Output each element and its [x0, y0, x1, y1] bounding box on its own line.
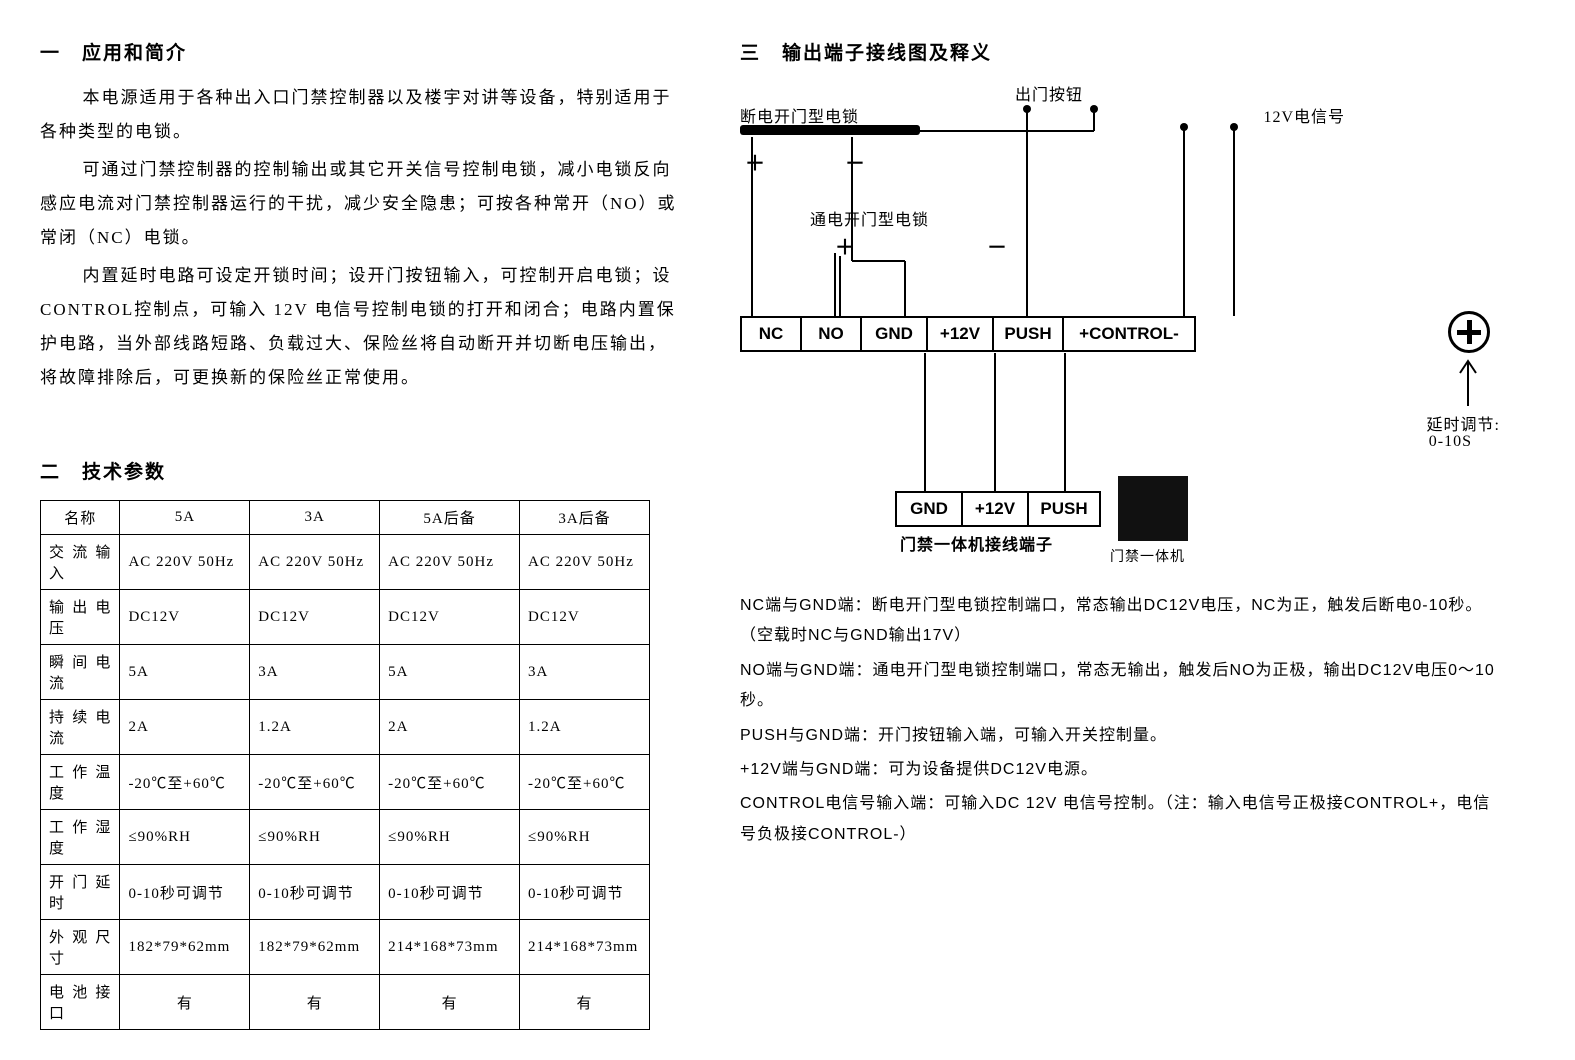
section1-para-1: 可通过门禁控制器的控制输出或其它开关信号控制电锁，减小电锁反向感应电流对门禁控制…: [40, 153, 680, 255]
table-header: 3A后备: [520, 501, 650, 535]
table-cell: ≤90%RH: [520, 810, 650, 865]
table-cell: 有: [520, 975, 650, 1030]
section1-title: 一 应用和简介: [40, 38, 680, 65]
table-cell: 瞬间电流: [41, 645, 120, 700]
table-cell: 电池接口: [41, 975, 120, 1030]
table-cell: -20℃至+60℃: [250, 755, 380, 810]
table-cell: 214*168*73mm: [380, 920, 520, 975]
table-cell: 持续电流: [41, 700, 120, 755]
table-cell: 5A: [120, 645, 250, 700]
table-cell: 工作温度: [41, 755, 120, 810]
table-header: 名称: [41, 501, 120, 535]
section1-para-2: 内置延时电路可设定开锁时间；设开门按钮输入，可控制开启电锁；设CONTROL控制…: [40, 259, 680, 395]
explanation-line: CONTROL电信号输入端：可输入DC 12V 电信号控制。（注：输入电信号正极…: [740, 789, 1500, 850]
table-header: 5A: [120, 501, 250, 535]
section2-title: 二 技术参数: [40, 457, 680, 484]
explanation-line: NO端与GND端：通电开门型电锁控制端口，常态无输出，触发后NO为正极，输出DC…: [740, 656, 1500, 717]
table-header: 5A后备: [380, 501, 520, 535]
table-cell: 3A: [250, 645, 380, 700]
table-cell: -20℃至+60℃: [120, 755, 250, 810]
explanation-line: PUSH与GND端：开门按钮输入端，可输入开关控制量。: [740, 721, 1500, 751]
table-cell: 1.2A: [520, 700, 650, 755]
table-cell: 工作湿度: [41, 810, 120, 865]
table-cell: 输出电压: [41, 590, 120, 645]
table-cell: 交流输入: [41, 535, 120, 590]
table-cell: 开门延时: [41, 865, 120, 920]
table-cell: 2A: [380, 700, 520, 755]
table-cell: 0-10秒可调节: [380, 865, 520, 920]
explanation-line: NC端与GND端：断电开门型电锁控制端口，常态输出DC12V电压，NC为正，触发…: [740, 591, 1500, 652]
table-cell: 0-10秒可调节: [120, 865, 250, 920]
table-cell: 0-10秒可调节: [520, 865, 650, 920]
section3-title: 三 输出端子接线图及释义: [740, 38, 1500, 65]
table-header: 3A: [250, 501, 380, 535]
table-cell: DC12V: [120, 590, 250, 645]
table-cell: AC 220V 50Hz: [250, 535, 380, 590]
table-cell: 有: [120, 975, 250, 1030]
table-cell: 1.2A: [250, 700, 380, 755]
table-cell: AC 220V 50Hz: [520, 535, 650, 590]
wiring-diagram: 出门按钮 断电开门型电锁 12V电信号 ＋ － 通电开门型电锁 ＋ － NCNO…: [740, 81, 1500, 581]
table-cell: 182*79*62mm: [120, 920, 250, 975]
table-cell: 214*168*73mm: [520, 920, 650, 975]
table-cell: ≤90%RH: [120, 810, 250, 865]
table-cell: DC12V: [520, 590, 650, 645]
table-cell: 0-10秒可调节: [250, 865, 380, 920]
table-cell: 外观尺寸: [41, 920, 120, 975]
spec-table: 名称5A3A5A后备3A后备交流输入AC 220V 50HzAC 220V 50…: [40, 500, 650, 1030]
wiring-svg: [740, 81, 1500, 581]
table-cell: 有: [380, 975, 520, 1030]
table-cell: 182*79*62mm: [250, 920, 380, 975]
table-cell: 有: [250, 975, 380, 1030]
table-cell: DC12V: [380, 590, 520, 645]
table-cell: -20℃至+60℃: [380, 755, 520, 810]
table-cell: 5A: [380, 645, 520, 700]
table-cell: 3A: [520, 645, 650, 700]
section1-para-0: 本电源适用于各种出入口门禁控制器以及楼宇对讲等设备，特别适用于各种类型的电锁。: [40, 81, 680, 149]
explanation-line: +12V端与GND端：可为设备提供DC12V电源。: [740, 755, 1500, 785]
table-cell: AC 220V 50Hz: [120, 535, 250, 590]
table-cell: -20℃至+60℃: [520, 755, 650, 810]
table-cell: 2A: [120, 700, 250, 755]
table-cell: ≤90%RH: [250, 810, 380, 865]
explanations: NC端与GND端：断电开门型电锁控制端口，常态输出DC12V电压，NC为正，触发…: [740, 591, 1500, 850]
table-cell: ≤90%RH: [380, 810, 520, 865]
table-cell: AC 220V 50Hz: [380, 535, 520, 590]
table-cell: DC12V: [250, 590, 380, 645]
